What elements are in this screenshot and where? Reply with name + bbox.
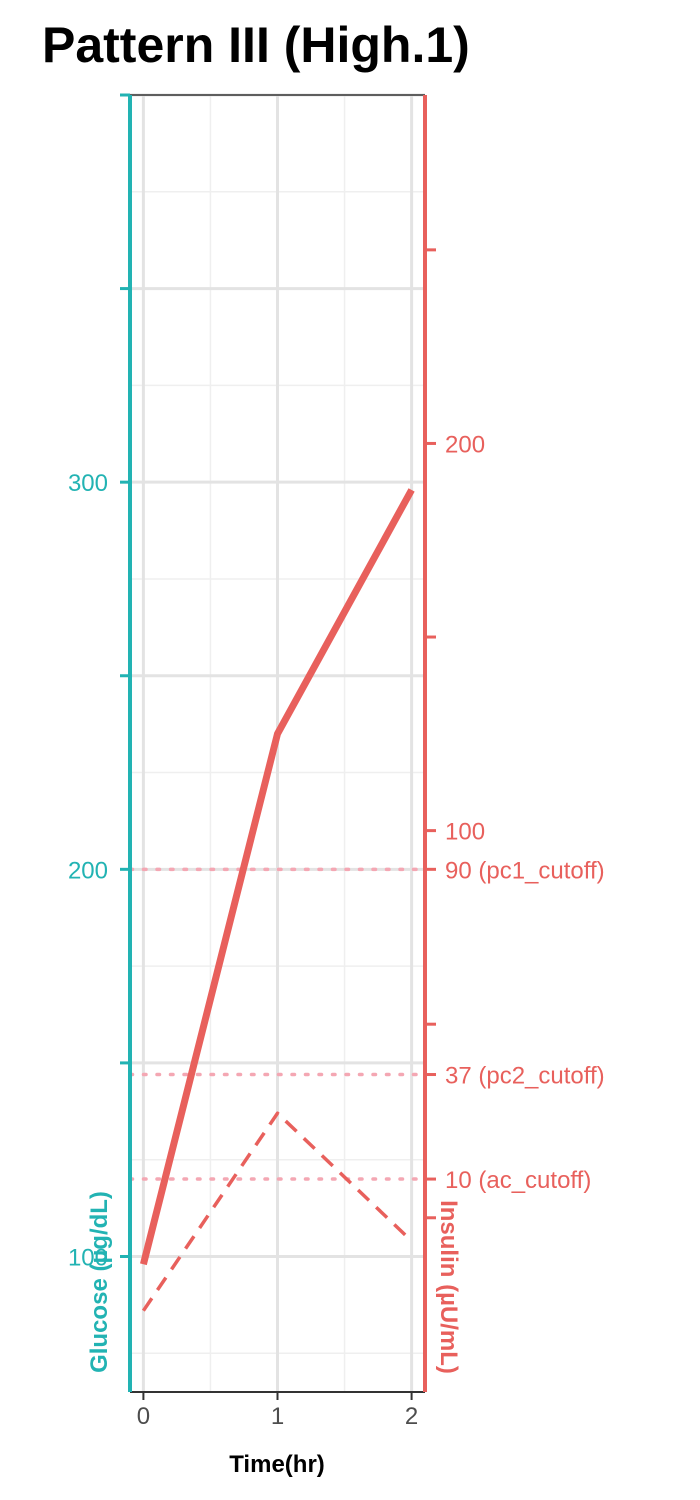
x-axis-title: Time(hr): [229, 1451, 325, 1478]
x-tick-label: 0: [137, 1403, 150, 1430]
reference-lines: [128, 867, 427, 1181]
insulin-line: [140, 488, 415, 1266]
glucose-line: [141, 1111, 413, 1312]
y-axis-left-title: Glucose (µg/dL): [86, 1191, 113, 1373]
x-tick-label: 1: [271, 1403, 284, 1430]
cutoff-label: 37 (pc2_cutoff): [445, 1063, 605, 1090]
axes: [128, 94, 427, 1393]
y-axis-right-title: Insulin (µU/mL): [435, 1200, 462, 1374]
x-tick-label: 2: [405, 1403, 418, 1430]
y-right-tick-label: 200: [445, 431, 485, 458]
y-left-tick-label: 200: [68, 857, 108, 884]
chart-title: Pattern III (High.1): [42, 17, 470, 73]
cutoff-label: 10 (ac_cutoff): [445, 1167, 591, 1194]
cutoff-label: 90 (pc1_cutoff): [445, 857, 605, 884]
y-left-tick-label: 100: [68, 1244, 108, 1271]
y-right-tick-label: 100: [445, 819, 485, 846]
y-left-tick-label: 300: [68, 470, 108, 497]
ticks: 0 1 2 100 200 300 100 200 90 (pc1_cutoff) 37 (pc2…: [68, 93, 605, 1430]
series: [140, 488, 415, 1312]
